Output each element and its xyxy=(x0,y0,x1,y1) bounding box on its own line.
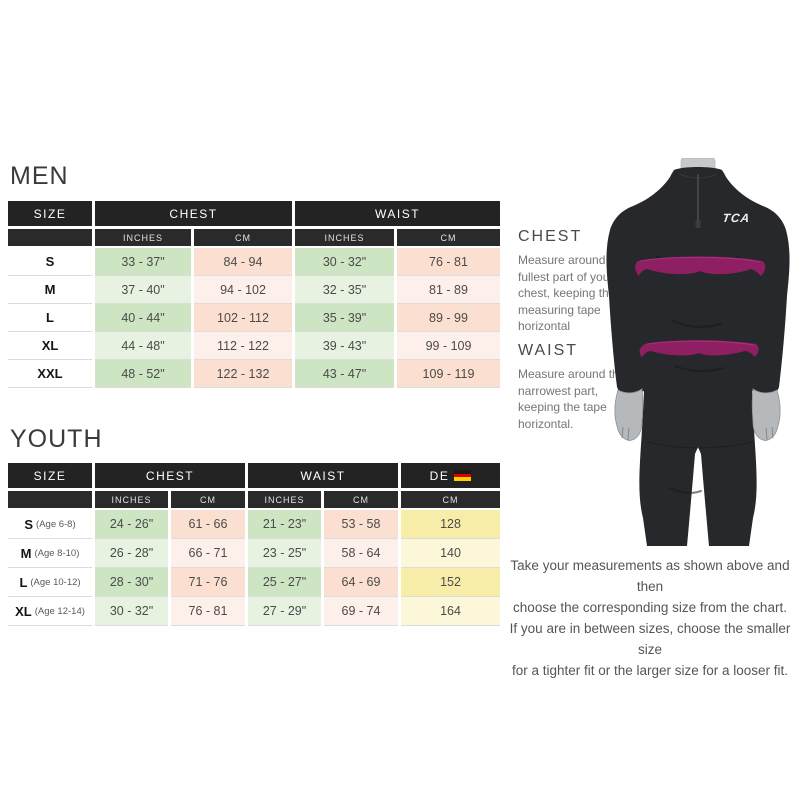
men-subheader-chest-inches: INCHES xyxy=(95,229,191,248)
men-row-chest-cm: 112 - 122 xyxy=(194,332,292,360)
men-row-size: L xyxy=(8,304,92,332)
youth-header-waist: WAIST xyxy=(248,463,398,491)
youth-row-waist-in: 23 - 25" xyxy=(248,539,321,568)
men-row-waist-cm: 99 - 109 xyxy=(397,332,500,360)
youth-size-label: M xyxy=(20,545,32,561)
men-row-chest-in: 33 - 37" xyxy=(95,248,191,276)
men-row-waist-in: 32 - 35" xyxy=(295,276,394,304)
youth-row-chest-cm: 66 - 71 xyxy=(171,539,245,568)
youth-row-chest-in: 30 - 32" xyxy=(95,597,168,626)
youth-subheader-chest-cm: CM xyxy=(171,491,245,510)
youth-row-waist-cm: 64 - 69 xyxy=(324,568,398,597)
waist-tape-line xyxy=(639,340,759,357)
men-row-chest-cm: 102 - 112 xyxy=(194,304,292,332)
men-size-table: SIZE CHEST WAIST INCHES CM INCHES CM S 3… xyxy=(8,201,500,388)
youth-subheader-chest-inches: INCHES xyxy=(95,491,168,510)
male-figure-svg: TCA xyxy=(606,157,790,546)
men-row-waist-cm: 76 - 81 xyxy=(397,248,500,276)
chest-guide-text: Measure around the fullest part of your … xyxy=(518,253,626,334)
youth-header-de: DE xyxy=(401,463,500,491)
youth-size-table: SIZE CHEST WAIST DE INCHES CM INCHES CM … xyxy=(8,463,500,626)
youth-row-chest-in: 26 - 28" xyxy=(95,539,168,568)
youth-age-label: (Age 12-14) xyxy=(34,605,85,617)
men-row-waist-cm: 89 - 99 xyxy=(397,304,500,332)
youth-row-chest-cm: 61 - 66 xyxy=(171,510,245,539)
men-header-waist: WAIST xyxy=(295,201,500,229)
waist-guide-title: WAIST xyxy=(518,342,579,359)
men-row-waist-in: 35 - 39" xyxy=(295,304,394,332)
men-row-chest-cm: 84 - 94 xyxy=(194,248,292,276)
youth-row-waist-cm: 53 - 58 xyxy=(324,510,398,539)
waist-guide-text: Measure around the narrowest part, keepi… xyxy=(518,367,626,431)
male-figure-illustration: TCA xyxy=(595,157,800,548)
youth-row-size: XL (Age 12-14) xyxy=(8,597,92,626)
men-header-size: SIZE xyxy=(8,201,92,229)
tca-brand-logo: TCA xyxy=(722,211,752,225)
youth-size-label: S xyxy=(24,516,34,532)
chest-tape-line xyxy=(635,256,766,276)
men-row-size: XXL xyxy=(8,360,92,388)
german-flag-icon xyxy=(454,470,472,481)
sizing-instructions-note: Take your measurements as shown above an… xyxy=(509,558,791,678)
men-row-chest-in: 37 - 40" xyxy=(95,276,191,304)
left-hand xyxy=(614,388,644,441)
men-row-waist-cm: 81 - 89 xyxy=(397,276,500,304)
men-row-chest-in: 40 - 44" xyxy=(95,304,191,332)
youth-header-de-label: DE xyxy=(429,468,450,483)
men-row-chest-in: 48 - 52" xyxy=(95,360,191,388)
zipper-pull xyxy=(695,220,701,228)
men-row-waist-in: 39 - 43" xyxy=(295,332,394,360)
youth-row-de-cm: 164 xyxy=(401,597,500,626)
youth-header-size: SIZE xyxy=(8,463,92,491)
youth-row-chest-in: 24 - 26" xyxy=(95,510,168,539)
chest-guide-title: CHEST xyxy=(518,228,583,245)
men-row-chest-cm: 94 - 102 xyxy=(194,276,292,304)
youth-row-waist-cm: 58 - 64 xyxy=(324,539,398,568)
youth-row-de-cm: 152 xyxy=(401,568,500,597)
youth-age-label: (Age 10-12) xyxy=(30,576,81,588)
men-row-size: XL xyxy=(8,332,92,360)
youth-size-label: L xyxy=(19,574,28,590)
youth-age-label: (Age 8-10) xyxy=(34,547,80,559)
men-row-waist-in: 30 - 32" xyxy=(295,248,394,276)
shirt-hem-seam xyxy=(646,441,754,449)
youth-subheader-waist-inches: INCHES xyxy=(248,491,321,510)
youth-row-size: S (Age 6-8) xyxy=(8,510,92,539)
svg-text:TCA: TCA xyxy=(722,211,752,225)
men-row-size: S xyxy=(8,248,92,276)
men-row-size: M xyxy=(8,276,92,304)
youth-section-heading: YOUTH xyxy=(10,425,103,453)
youth-row-waist-cm: 69 - 74 xyxy=(324,597,398,626)
men-subheader-waist-inches: INCHES xyxy=(295,229,394,248)
youth-row-waist-in: 21 - 23" xyxy=(248,510,321,539)
youth-row-waist-in: 27 - 29" xyxy=(248,597,321,626)
youth-size-label: XL xyxy=(15,603,32,619)
men-subheader-blank xyxy=(8,229,92,248)
men-header-chest: CHEST xyxy=(95,201,292,229)
youth-row-waist-in: 25 - 27" xyxy=(248,568,321,597)
youth-row-chest-in: 28 - 30" xyxy=(95,568,168,597)
men-row-chest-in: 44 - 48" xyxy=(95,332,191,360)
men-row-chest-cm: 122 - 132 xyxy=(194,360,292,388)
youth-subheader-de-cm: CM xyxy=(401,491,500,510)
youth-row-chest-cm: 71 - 76 xyxy=(171,568,245,597)
youth-subheader-blank xyxy=(8,491,92,510)
right-hand xyxy=(751,388,781,441)
youth-header-chest: CHEST xyxy=(95,463,245,491)
youth-row-size: M (Age 8-10) xyxy=(8,539,92,568)
youth-row-chest-cm: 76 - 81 xyxy=(171,597,245,626)
youth-row-de-cm: 128 xyxy=(401,510,500,539)
men-row-waist-cm: 109 - 119 xyxy=(397,360,500,388)
youth-row-de-cm: 140 xyxy=(401,539,500,568)
men-subheader-chest-cm: CM xyxy=(194,229,292,248)
men-row-waist-in: 43 - 47" xyxy=(295,360,394,388)
men-subheader-waist-cm: CM xyxy=(397,229,500,248)
youth-age-label: (Age 6-8) xyxy=(36,518,76,530)
men-section-heading: MEN xyxy=(10,162,69,190)
youth-row-size: L (Age 10-12) xyxy=(8,568,92,597)
youth-subheader-waist-cm: CM xyxy=(324,491,398,510)
